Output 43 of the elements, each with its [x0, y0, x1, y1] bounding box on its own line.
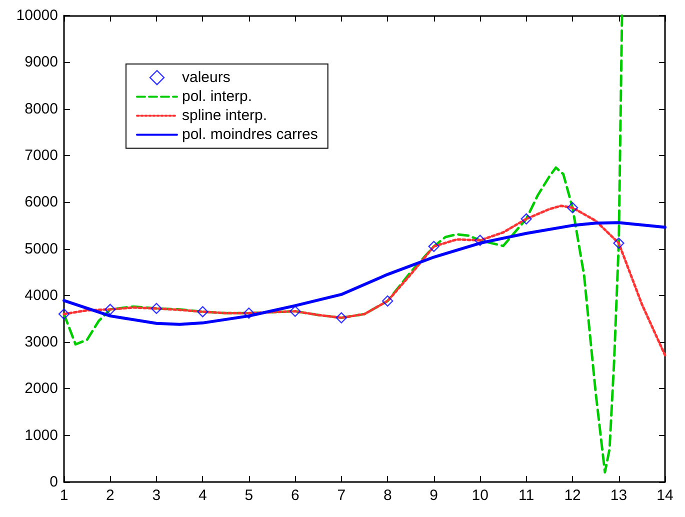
- y-tick-label: 9000: [24, 54, 58, 71]
- legend-label: pol. interp.: [182, 88, 252, 106]
- y-tick-label: 10000: [16, 7, 58, 24]
- x-tick-label: 7: [337, 487, 346, 504]
- y-tick-label: 5000: [24, 240, 58, 258]
- point: [58, 308, 70, 320]
- x-tick-label: 6: [290, 487, 300, 504]
- point: [428, 240, 440, 252]
- y-tick-label: 1000: [24, 426, 58, 444]
- legend-label: spline interp.: [182, 107, 268, 124]
- point: [336, 312, 347, 324]
- x-tick-label: 4: [198, 487, 207, 504]
- x-tick-label: 13: [610, 487, 628, 504]
- y-tick-label: 3000: [24, 334, 58, 351]
- y-tick-label: 4000: [24, 286, 58, 304]
- point: [104, 304, 116, 315]
- x-tick-label: 10: [472, 487, 488, 504]
- x-tick-label: 12: [564, 487, 581, 504]
- x-tick-label: 5: [244, 487, 254, 504]
- line-series: [62, 221, 666, 326]
- x-tick-label: 3: [152, 487, 161, 504]
- point: [520, 213, 532, 224]
- x-tick-label: 8: [383, 487, 392, 504]
- legend-label: valeurs: [182, 69, 230, 86]
- x-tick-label: 11: [518, 487, 534, 504]
- point: [474, 234, 486, 246]
- x-tick-label: 2: [106, 487, 114, 504]
- point: [613, 238, 624, 249]
- point: [243, 308, 255, 319]
- point: [382, 295, 394, 307]
- point: [150, 302, 162, 314]
- point: [566, 202, 578, 214]
- point: [197, 306, 208, 318]
- y-tick-label: 8000: [24, 100, 58, 118]
- y-tick-label: 2000: [24, 380, 58, 398]
- x-tick-label: 1: [60, 487, 68, 504]
- y-tick-label: 7000: [24, 146, 58, 164]
- x-tick-label: 9: [430, 487, 438, 504]
- point: [290, 306, 301, 317]
- x-tick-label: 14: [656, 487, 674, 504]
- y-tick-label: 0: [50, 474, 58, 490]
- legend-label: pol. moindres carres: [182, 126, 318, 144]
- y-tick-label: 6000: [24, 194, 58, 211]
